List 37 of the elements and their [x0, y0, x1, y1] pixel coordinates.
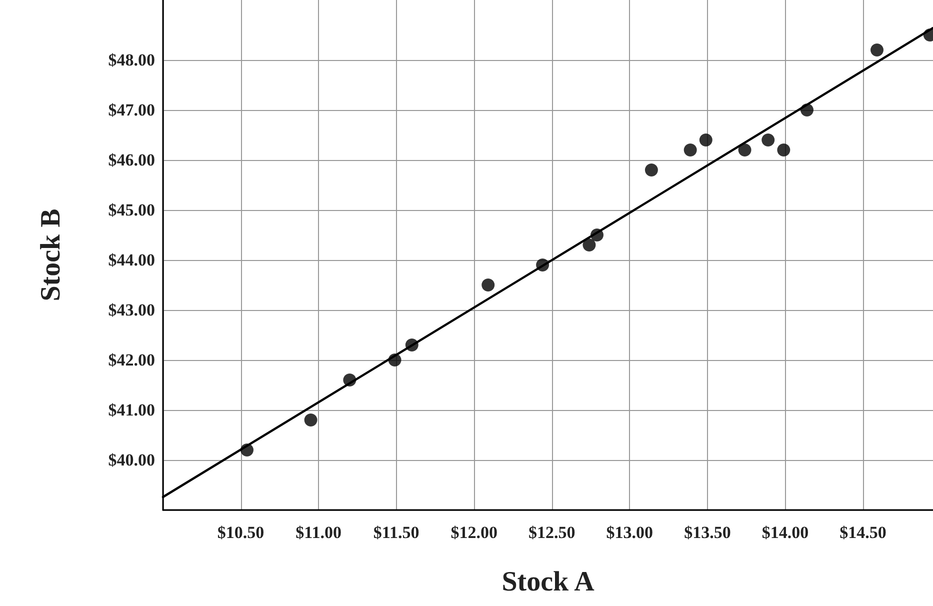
x-tick-label: $12.50: [528, 523, 576, 542]
y-tick-label: $46.00: [108, 150, 155, 170]
x-axis-title: Stock A: [502, 566, 596, 598]
x-tick-label: $14.50: [840, 523, 886, 542]
point: [699, 134, 712, 146]
y-tick-label: $40.00: [108, 450, 155, 470]
y-tick-label: $47.00: [108, 100, 155, 120]
y-tick-label: $44.00: [108, 250, 155, 270]
point: [800, 104, 814, 116]
point: [738, 144, 752, 156]
point: [343, 374, 356, 386]
point: [870, 44, 884, 56]
x-tick-label: $12.00: [450, 523, 498, 542]
x-tick-label: $13.50: [684, 523, 731, 542]
point: [684, 144, 697, 156]
y-tick-label: $42.00: [108, 350, 155, 370]
y-tick-label: $41.00: [108, 400, 155, 420]
x-tick-label: $14.00: [762, 523, 809, 542]
point: [777, 144, 790, 156]
point: [405, 338, 418, 352]
x-tick-label: $13.00: [606, 523, 654, 542]
x-tick-label: $11.00: [296, 523, 342, 542]
y-axis-title: Stock B: [36, 208, 66, 302]
point: [590, 228, 604, 242]
x-tick-label: $11.50: [373, 523, 420, 542]
point: [482, 278, 495, 292]
y-tick-label: $45.00: [108, 200, 155, 220]
point: [388, 354, 402, 366]
point: [240, 444, 254, 456]
x-tick-label: $10.50: [217, 523, 264, 542]
y-tick-label: $48.00: [108, 50, 155, 70]
point: [536, 258, 550, 272]
point: [582, 238, 596, 252]
point: [304, 414, 318, 426]
y-tick-label: $43.00: [108, 300, 155, 320]
point: [762, 134, 775, 146]
point: [644, 164, 658, 176]
